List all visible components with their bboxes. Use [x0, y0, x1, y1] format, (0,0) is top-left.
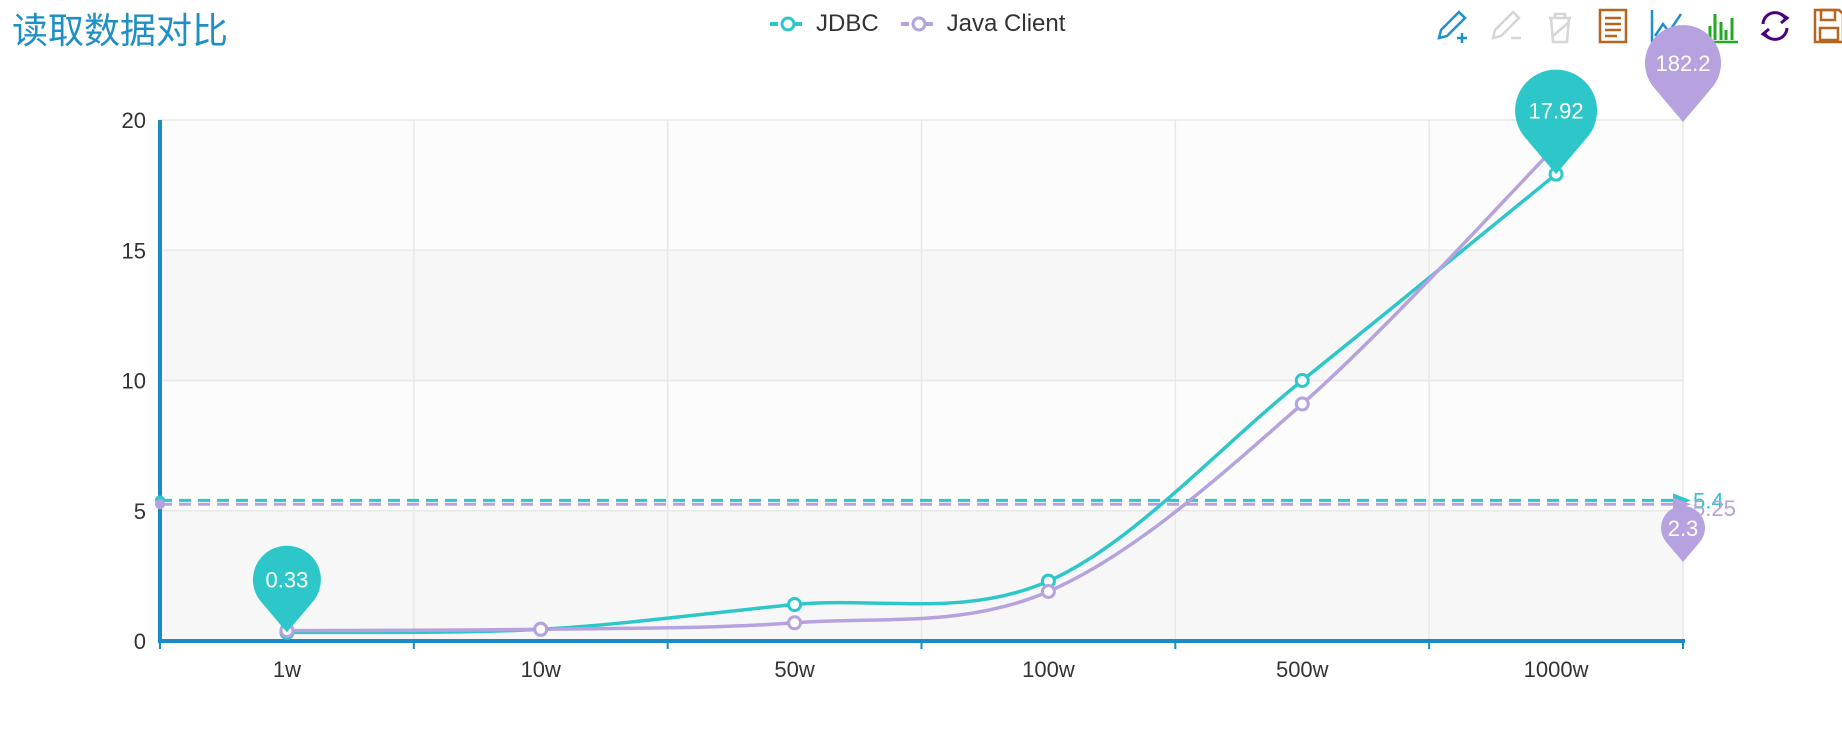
data-point [787, 615, 803, 631]
x-tick-label: 50w [774, 657, 814, 682]
y-tick-label: 10 [122, 369, 146, 394]
legend: JDBC Java Client [770, 10, 1065, 38]
average-line-start [155, 499, 165, 510]
x-tick-label: 100w [1022, 657, 1075, 682]
legend-item-java-client[interactable]: Java Client [900, 10, 1066, 38]
legend-symbol-java-client [900, 16, 937, 32]
x-tick-label: 10w [521, 657, 561, 682]
data-point [1294, 373, 1310, 388]
y-tick-label: 15 [122, 238, 146, 263]
y-tick-label: 5 [134, 499, 146, 524]
page-title: 读取数据对比 [12, 11, 229, 52]
save-image-icon[interactable] [1810, 6, 1842, 46]
data-point [1040, 584, 1056, 600]
y-tick-label: 0 [134, 629, 146, 654]
data-view-icon[interactable] [1594, 6, 1632, 46]
legend-label-jdbc: JDBC [816, 10, 879, 37]
data-point [533, 621, 549, 637]
data-point [1294, 396, 1310, 412]
legend-label-java-client: Java Client [946, 10, 1066, 37]
x-tick-label: 1000w [1524, 657, 1589, 682]
mark-icon[interactable] [1432, 6, 1470, 46]
mark-point-pin [1515, 69, 1598, 175]
y-tick-label: 20 [122, 108, 146, 133]
mark-point-pin [1645, 25, 1721, 122]
average-label: 5.4 [1693, 488, 1724, 513]
legend-item-jdbc[interactable]: JDBC [770, 10, 879, 38]
data-point [787, 597, 803, 613]
restore-icon[interactable] [1756, 6, 1794, 46]
mark-point-label: 2.3 [1668, 516, 1699, 541]
x-tick-label: 500w [1276, 657, 1329, 682]
series-line [286, 144, 1558, 633]
mark-clear-icon[interactable] [1540, 6, 1578, 46]
mark-point-label: 182.2 [1655, 51, 1710, 76]
mark-point-label: 0.33 [266, 568, 309, 593]
mark-point-pin [252, 545, 321, 633]
mark-undo-icon[interactable] [1486, 6, 1524, 46]
mark-point-label: 17.92 [1529, 99, 1584, 124]
mark-point-pin [1661, 505, 1706, 562]
legend-symbol-jdbc [770, 16, 806, 32]
x-tick-label: 1w [273, 657, 301, 682]
